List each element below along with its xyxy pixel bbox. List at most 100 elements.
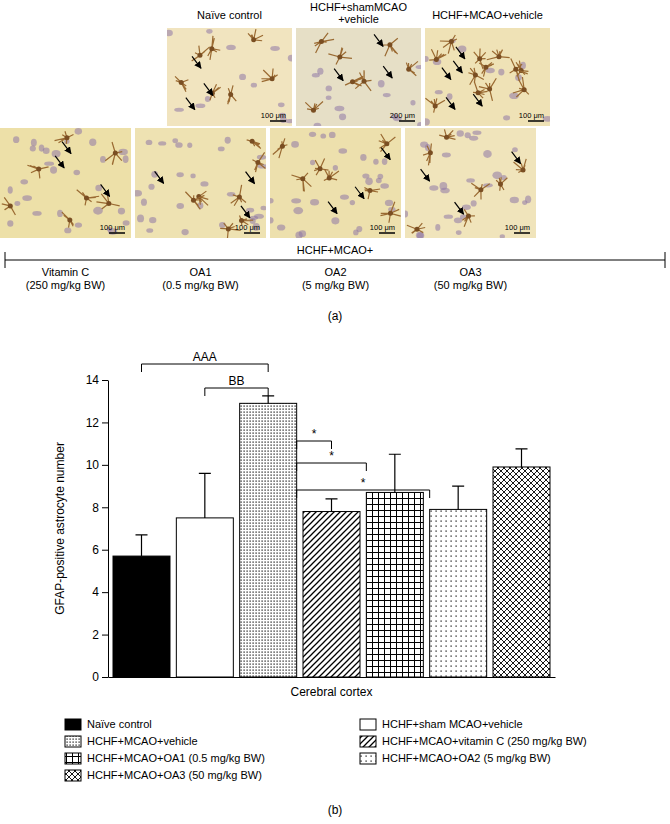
astrocyte-process: [381, 38, 397, 56]
y-tick-label: 6: [92, 543, 99, 557]
micrograph: [135, 128, 266, 238]
legend-swatch: [360, 753, 376, 764]
y-tick: 4: [92, 585, 108, 599]
bar: [366, 492, 423, 677]
astrocyte-process: [510, 59, 528, 82]
nucleus: [317, 68, 323, 75]
astrocyte-body: [434, 57, 439, 62]
astrocyte-process: [407, 223, 425, 233]
micrograph: [405, 128, 536, 238]
nucleus: [440, 188, 449, 194]
astrocyte-body: [444, 135, 449, 140]
nucleus: [291, 141, 299, 148]
x-tick: Cerebral cortex: [290, 677, 372, 699]
y-tick-label: 14: [86, 373, 100, 387]
nucleus: [239, 74, 246, 80]
astrocyte-body: [255, 160, 260, 165]
astrocyte-process: [496, 177, 507, 191]
astrocyte-body: [496, 54, 501, 59]
nucleus: [410, 100, 415, 105]
nucleus: [7, 220, 13, 226]
arrow: [455, 202, 464, 214]
error-bar: [516, 449, 528, 467]
astrocyte-body: [384, 141, 389, 146]
nucleus: [146, 228, 153, 233]
astrocyte-body: [36, 167, 41, 172]
nucleus: [118, 208, 125, 215]
nucleus: [8, 186, 13, 194]
arrow: [381, 148, 390, 160]
astrocyte-body: [521, 168, 526, 173]
nucleus: [200, 181, 208, 186]
astrocyte-process: [364, 187, 380, 199]
micrograph-background: [0, 128, 131, 238]
y-tick: 10: [86, 458, 108, 472]
significance-bracket: [297, 441, 332, 449]
astrocyte-process: [324, 169, 339, 180]
nucleus: [365, 178, 373, 186]
micrograph-background: [135, 128, 266, 238]
nucleus: [30, 146, 36, 152]
arrow: [155, 171, 164, 183]
nucleus: [472, 131, 481, 135]
scale-bar: [399, 120, 415, 122]
nucleus: [425, 56, 429, 62]
legend-label: HCHF+MCAO+vehicle: [87, 735, 198, 747]
astrocyte-process: [355, 70, 371, 91]
y-tick-mark: [102, 550, 108, 551]
error-bar: [262, 396, 274, 403]
treatment-label: (50 mg/kg BW): [434, 279, 507, 291]
nucleus: [176, 172, 184, 177]
astrocyte-body: [498, 182, 503, 187]
nucleus: [457, 130, 464, 136]
astrocyte-process: [462, 209, 475, 226]
nucleus: [75, 222, 82, 227]
nucleus: [456, 230, 462, 235]
nucleus: [218, 147, 225, 152]
y-tick-label: 8: [92, 501, 99, 515]
astrocyte-process: [252, 152, 265, 172]
astrocyte-body: [270, 76, 275, 81]
astrocyte-body: [487, 87, 492, 92]
nucleus: [205, 96, 211, 102]
y-tick-mark: [102, 465, 108, 466]
nucleus: [174, 108, 184, 112]
nucleus: [64, 228, 71, 234]
nucleus: [93, 207, 103, 215]
y-tick-label: 10: [86, 458, 100, 472]
astrocyte-body: [8, 203, 13, 208]
nucleus: [100, 156, 106, 163]
astrocyte-process: [513, 77, 529, 97]
nucleus: [89, 138, 96, 145]
astrocyte-process: [27, 165, 48, 178]
astrocyte-body: [237, 195, 242, 200]
arrow: [355, 187, 364, 199]
legend-swatch: [360, 719, 376, 730]
nucleus: [148, 184, 154, 190]
significance-label: *: [329, 449, 334, 463]
legend-label: Naïve control: [87, 718, 152, 730]
arrow: [55, 156, 64, 168]
nucleus: [310, 199, 319, 206]
nucleus: [226, 45, 236, 50]
astrocyte-body: [477, 56, 482, 61]
nucleus: [510, 197, 519, 204]
nucleus: [175, 142, 182, 148]
micrograph-background: [167, 28, 292, 126]
nucleus: [483, 150, 492, 158]
nucleus: [206, 29, 212, 34]
nucleus: [435, 224, 440, 231]
scale-bar-label: 100 μm: [235, 223, 260, 232]
nucleus: [503, 115, 510, 120]
astrocyte-process: [62, 212, 74, 228]
bar: [240, 403, 297, 677]
nucleus: [385, 200, 393, 206]
astrocyte-body: [522, 87, 527, 92]
y-tick: 12: [86, 416, 108, 430]
error-bar: [136, 535, 148, 556]
nucleus: [270, 46, 280, 51]
nucleus: [417, 232, 424, 238]
astrocyte-body: [478, 187, 483, 192]
astrocyte-body: [300, 176, 305, 181]
arrow: [446, 97, 455, 109]
